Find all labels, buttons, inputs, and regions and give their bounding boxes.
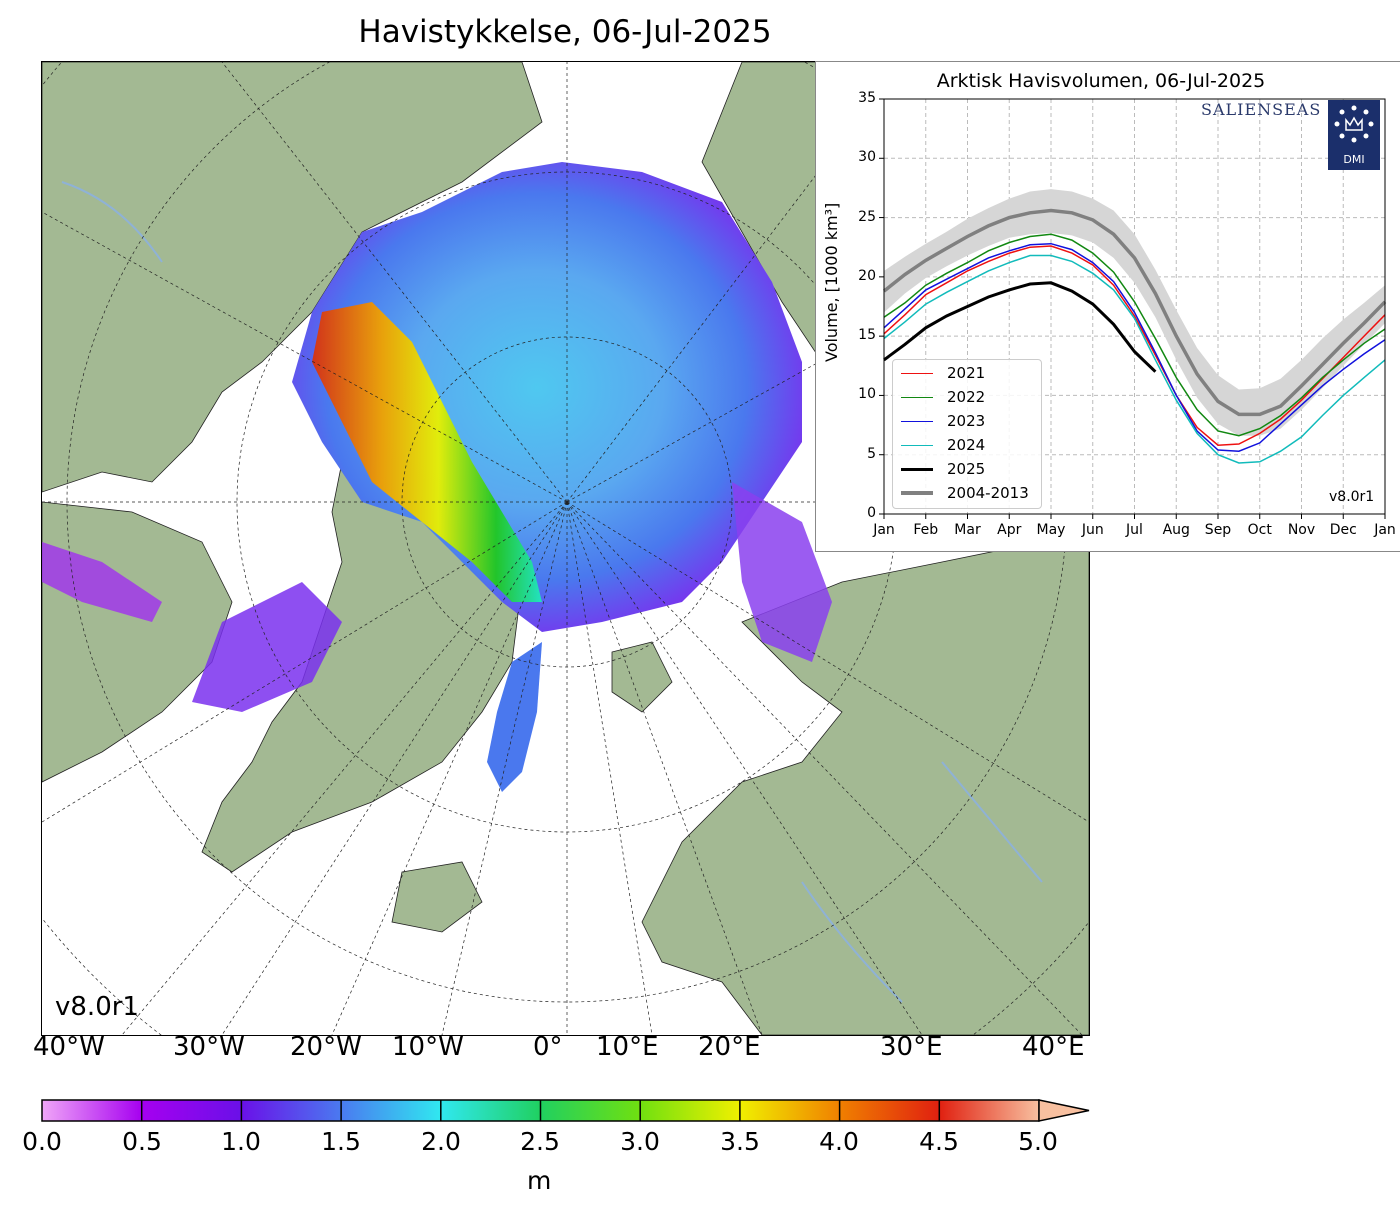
land-northamerica: [42, 62, 543, 493]
legend-swatch: [901, 372, 933, 374]
legend-label: 2004-2013: [947, 484, 1029, 502]
cbar-tick: 4.5: [919, 1127, 959, 1156]
series-line-2022: [883, 233, 1386, 437]
x-tick-label: Jun: [1081, 522, 1104, 538]
series-line-2004-2013: [882, 208, 1387, 417]
y-tick-label: 0: [867, 505, 876, 521]
lon-label-20e: 20°E: [698, 1032, 761, 1062]
land-masses: [42, 62, 1089, 1035]
y-tick-label: 5: [867, 445, 876, 462]
lon-label-20w: 20°W: [290, 1032, 362, 1062]
cbar-tick: 0.0: [22, 1127, 62, 1156]
series-line-2025: [883, 281, 1157, 373]
legend-label: 2025: [947, 460, 986, 478]
sea-ice-thick-band: [312, 302, 542, 602]
map-version-label: v8.0r1: [55, 992, 139, 1022]
cbar-tick: 4.0: [819, 1127, 859, 1156]
band-2004-2013: [884, 189, 1385, 436]
legend-item: 2024: [901, 435, 985, 455]
series-line-2021: [883, 245, 1386, 446]
y-tick-label: 10: [858, 386, 876, 403]
cbar-unit-label: m: [527, 1166, 552, 1195]
legend-label: 2022: [947, 388, 986, 406]
legend-swatch: [901, 491, 933, 495]
y-tick-label: 30: [858, 149, 876, 166]
cbar-tick: 0.5: [122, 1127, 162, 1156]
x-tick-label: Sep: [1204, 522, 1232, 538]
legend-swatch: [901, 396, 933, 398]
legend-item: 2021: [901, 363, 985, 383]
salienseas-logo: SALIENSEAS: [1201, 100, 1322, 119]
lon-label-0: 0°: [533, 1032, 563, 1062]
thickness-colorbar: [41, 1098, 1093, 1128]
y-tick-label: 20: [858, 267, 876, 284]
legend-item: 2025: [901, 459, 985, 479]
series-line-2023: [883, 242, 1386, 452]
sea-ice-thickness-map: [41, 61, 1090, 1036]
y-tick-label: 25: [858, 208, 876, 225]
legend-swatch: [901, 444, 933, 446]
sea-ice-hudson: [192, 582, 342, 712]
sea-ice-baffin: [42, 542, 162, 622]
x-tick-label: Feb: [913, 522, 939, 538]
x-tick-label: Oct: [1247, 522, 1272, 538]
y-tick-label: 35: [858, 90, 876, 106]
cbar-tick: 3.0: [620, 1127, 660, 1156]
legend-label: 2024: [947, 436, 986, 454]
legend-swatch: [901, 467, 933, 471]
legend-label: 2023: [947, 412, 986, 430]
land-iceland: [391, 861, 483, 933]
lon-label-10w: 10°W: [392, 1032, 464, 1062]
series-line-2024: [883, 254, 1386, 464]
lon-label-40w: 40°W: [33, 1032, 105, 1062]
legend-item: 2022: [901, 387, 985, 407]
x-tick-label: Jan: [873, 522, 895, 538]
legend-label: 2021: [947, 364, 986, 382]
crown-icon: [1334, 105, 1374, 143]
sea-ice-field: [42, 162, 832, 792]
plot-frame: [883, 98, 1386, 515]
cbar-tick: 1.0: [221, 1127, 261, 1156]
map-title: Havistykkelse, 06-Jul-2025: [358, 14, 772, 50]
lon-label-10e: 10°E: [596, 1032, 659, 1062]
x-tick-label: Aug: [1162, 522, 1190, 538]
volume-chart-inset: Arktisk Havisvolumen, 06-Jul-2025 Volume…: [815, 61, 1400, 552]
cbar-tick: 2.5: [520, 1127, 560, 1156]
chart-title: Arktisk Havisvolumen, 06-Jul-2025: [936, 70, 1266, 92]
x-tick-label: Jan: [1374, 522, 1396, 538]
chart-legend: 2021 2022 2023 2024 2025 2004-2013: [892, 359, 1042, 509]
lon-label-40e: 40°E: [1022, 1032, 1085, 1062]
x-tick-label: Dec: [1329, 522, 1357, 538]
cbar-tick: 5.0: [1018, 1127, 1058, 1156]
x-tick-label: May: [1036, 522, 1066, 538]
x-tick-label: Jul: [1126, 522, 1143, 538]
dmi-logo: DMI: [1328, 100, 1380, 170]
legend-item: 2004-2013: [901, 483, 1029, 503]
cbar-tick: 2.0: [421, 1127, 461, 1156]
cbar-tick: 1.5: [321, 1127, 361, 1156]
y-tick-label: 15: [858, 327, 876, 344]
legend-swatch: [901, 420, 933, 422]
sea-ice-east-greenland: [487, 642, 542, 792]
sea-ice-kara: [732, 482, 832, 662]
lon-label-30w: 30°W: [173, 1032, 245, 1062]
volume-chart-plot: [879, 98, 1387, 519]
land-svalbard: [611, 641, 673, 713]
lon-label-30e: 30°E: [880, 1032, 943, 1062]
land-scandinavia-russia: [641, 531, 1089, 1035]
dmi-logo-text: DMI: [1343, 153, 1365, 166]
cbar-tick: 3.5: [720, 1127, 760, 1156]
legend-item: 2023: [901, 411, 985, 431]
chart-version-label: v8.0r1: [1329, 489, 1375, 505]
x-tick-label: Mar: [954, 522, 981, 538]
x-tick-label: Nov: [1287, 522, 1316, 538]
x-tick-label: Apr: [997, 522, 1022, 538]
